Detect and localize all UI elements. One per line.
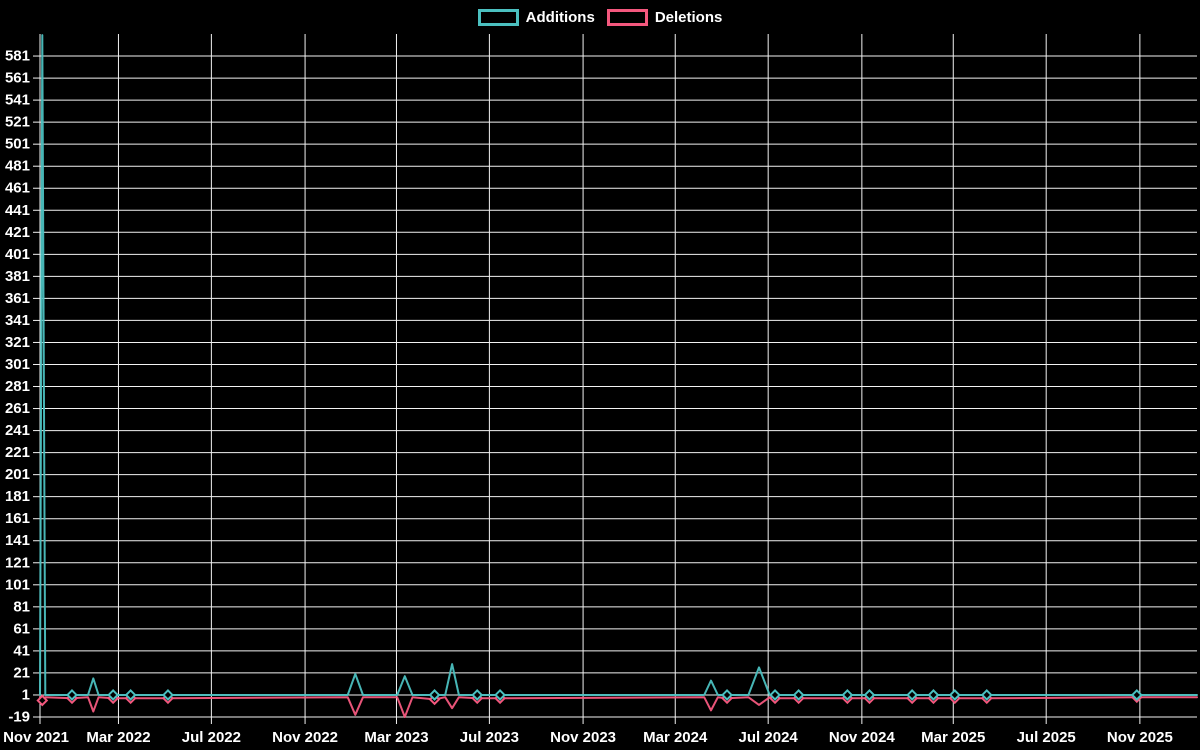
y-axis-label: 441 xyxy=(5,202,30,219)
y-axis-label: 541 xyxy=(5,92,30,109)
additions-point-marker xyxy=(494,689,506,701)
legend-item-additions[interactable]: Additions xyxy=(477,9,595,26)
x-axis-label: Nov 2022 xyxy=(272,729,338,746)
additions-line xyxy=(39,34,1198,696)
y-axis-label: 61 xyxy=(13,620,30,637)
y-axis-label: 181 xyxy=(5,488,30,505)
y-axis-label: -19 xyxy=(8,709,30,726)
x-axis-label: Mar 2023 xyxy=(364,729,428,746)
x-axis-label: Nov 2025 xyxy=(1107,729,1173,746)
additions-point-marker xyxy=(948,689,961,701)
y-axis-label: 521 xyxy=(5,114,30,131)
y-axis-label: 381 xyxy=(5,268,30,285)
deletions-line xyxy=(39,696,1198,718)
x-axis-label: Jul 2022 xyxy=(182,729,241,746)
additions-point-marker xyxy=(927,689,940,701)
y-axis-label: 361 xyxy=(5,290,30,307)
x-axis-label: Mar 2025 xyxy=(921,729,985,746)
legend-label-deletions: Deletions xyxy=(654,9,723,26)
additions-point-marker xyxy=(107,689,120,701)
y-axis-label: 401 xyxy=(5,246,30,263)
y-axis-label: 1 xyxy=(22,686,30,703)
x-axis-label: Jul 2025 xyxy=(1017,729,1076,746)
y-axis-label: 101 xyxy=(5,576,30,593)
y-axis-label: 161 xyxy=(5,510,30,527)
y-axis-label: 341 xyxy=(5,312,30,329)
x-axis-label: Mar 2024 xyxy=(643,729,708,746)
y-axis-label: 461 xyxy=(5,180,30,197)
x-axis-label: Mar 2022 xyxy=(86,729,150,746)
x-axis-label: Jul 2023 xyxy=(460,729,519,746)
additions-point-marker xyxy=(471,689,484,701)
additions-point-marker xyxy=(841,689,854,701)
y-axis-label: 481 xyxy=(5,158,30,175)
y-axis-label: 221 xyxy=(5,444,30,461)
deletions-swatch-icon xyxy=(606,9,648,26)
additions-point-marker xyxy=(1130,689,1143,701)
additions-swatch-icon xyxy=(477,9,519,26)
y-axis-label: 201 xyxy=(5,466,30,483)
y-axis-label: 561 xyxy=(5,70,30,87)
y-axis-label: 501 xyxy=(5,136,30,153)
additions-point-marker xyxy=(66,689,78,701)
deletions-point-marker xyxy=(36,694,49,707)
y-axis-label: 121 xyxy=(5,554,30,571)
y-axis-label: 81 xyxy=(13,598,30,615)
y-axis-label: 281 xyxy=(5,378,30,395)
additions-point-marker xyxy=(906,689,919,701)
y-axis-label: 21 xyxy=(13,664,30,681)
x-axis-label: Nov 2023 xyxy=(550,729,616,746)
y-axis-label: 321 xyxy=(5,334,30,351)
additions-point-marker xyxy=(124,689,137,701)
y-axis-label: 241 xyxy=(5,422,30,439)
y-axis-label: 581 xyxy=(5,48,30,65)
x-axis-label: Nov 2024 xyxy=(829,729,896,746)
additions-point-marker xyxy=(428,689,441,701)
y-axis-label: 141 xyxy=(5,532,30,549)
legend-label-additions: Additions xyxy=(525,9,595,26)
additions-point-marker xyxy=(792,689,805,701)
x-axis-label: Jul 2024 xyxy=(739,729,799,746)
additions-point-marker xyxy=(980,689,993,701)
additions-point-marker xyxy=(721,689,733,701)
additions-point-marker xyxy=(162,689,174,701)
y-axis-label: 301 xyxy=(5,356,30,373)
x-axis-label: Nov 2021 xyxy=(3,729,69,746)
additions-point-marker xyxy=(863,689,876,701)
y-axis-label: 421 xyxy=(5,224,30,241)
legend-item-deletions[interactable]: Deletions xyxy=(606,9,723,26)
additions-point-marker xyxy=(769,689,781,701)
y-axis-label: 41 xyxy=(13,642,30,659)
y-axis-label: 261 xyxy=(5,400,30,417)
chart-legend: Additions Deletions xyxy=(0,9,1200,26)
